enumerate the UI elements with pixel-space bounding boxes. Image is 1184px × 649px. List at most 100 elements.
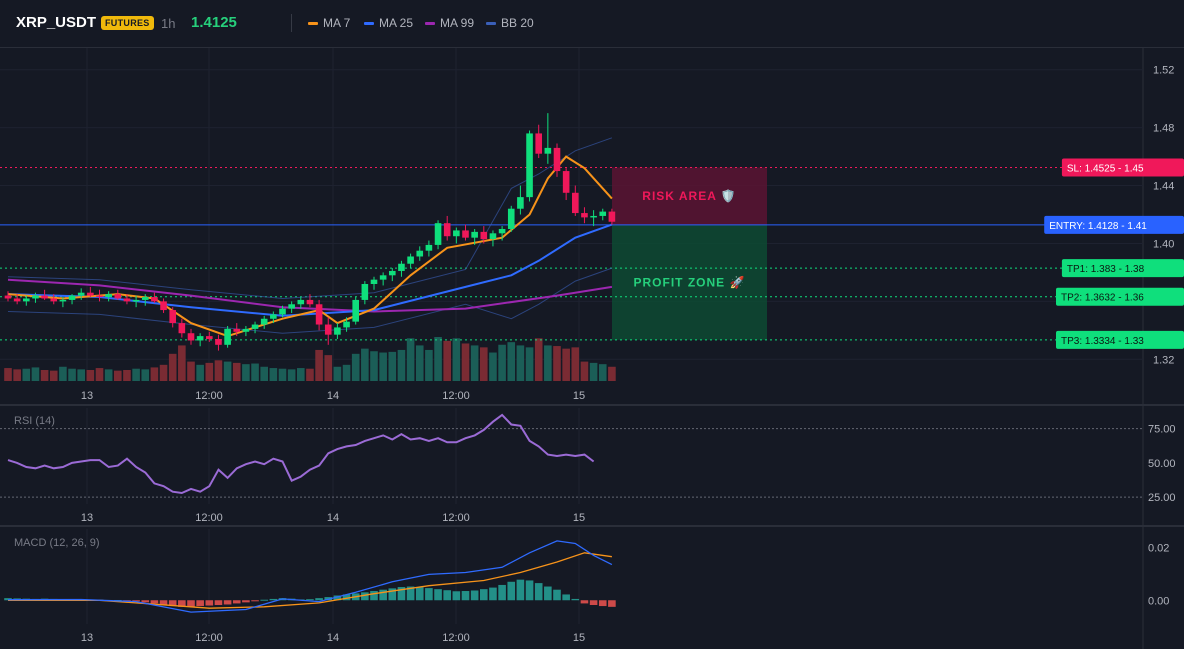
volume-bar	[77, 369, 85, 381]
bb20-swatch	[486, 21, 496, 25]
candle-bearish	[535, 133, 542, 154]
candle-bearish	[324, 324, 332, 335]
price-tick-label: 1.48	[1153, 123, 1174, 135]
candle-bullish	[498, 228, 506, 234]
legend-ma7[interactable]: MA 7	[308, 16, 350, 30]
macd-histogram-bar-positive	[269, 598, 278, 601]
volume-bar	[59, 366, 67, 381]
volume-bar	[470, 345, 479, 381]
candle-bearish	[178, 323, 186, 334]
rsi-tick-label: 50.00	[1148, 458, 1176, 470]
volume-bar	[150, 367, 159, 381]
candle-bullish	[334, 327, 341, 335]
candle-bearish	[233, 328, 241, 332]
volume-bar	[507, 342, 516, 381]
volume-bar	[196, 364, 204, 381]
bb-lower-line	[7, 267, 613, 334]
volume-bar	[123, 370, 131, 381]
legend-bb20[interactable]: BB 20	[486, 16, 534, 30]
candle-bullish	[196, 336, 204, 341]
volume-bar	[589, 362, 598, 381]
time-tick-label: 12:00	[195, 390, 223, 402]
legend-ma99[interactable]: MA 99	[425, 16, 474, 30]
candle-bearish	[480, 231, 488, 240]
candle-bearish	[4, 295, 12, 299]
timeframe-label[interactable]: 1h	[161, 16, 176, 31]
candle-bearish	[13, 298, 21, 302]
candle-bullish	[544, 147, 552, 154]
volume-bar	[361, 348, 369, 381]
ma25-swatch	[364, 21, 374, 25]
candle-bullish	[507, 208, 515, 229]
volume-bar	[379, 352, 387, 381]
volume-bar	[287, 369, 296, 381]
volume-bar	[571, 347, 580, 381]
candle-bullish	[379, 275, 387, 280]
volume-bar	[95, 368, 104, 381]
price-tick-label: 1.32	[1153, 354, 1174, 366]
candle-bullish	[343, 321, 350, 328]
price-tick-label: 1.40	[1153, 238, 1174, 250]
tp-level-tag	[1061, 259, 1184, 278]
volume-bar	[232, 362, 241, 381]
candle-bullish	[407, 256, 414, 264]
macd-histogram-bar-negative	[196, 600, 204, 607]
tp-level-tag	[1056, 330, 1184, 349]
legend-ma25[interactable]: MA 25	[364, 16, 413, 30]
volume-bar	[4, 368, 12, 381]
time-tick-label: 15	[573, 632, 585, 644]
volume-bar	[315, 349, 323, 381]
macd-histogram-bar-negative	[608, 600, 616, 607]
candle-bullish	[389, 270, 396, 276]
volume-bar	[397, 349, 406, 381]
symbol-label[interactable]: XRP_USDT	[16, 14, 97, 31]
macd-histogram-bar-positive	[553, 589, 561, 601]
candle-bearish	[553, 147, 561, 172]
time-tick-label: 12:00	[442, 512, 470, 524]
candle-bullish	[32, 295, 39, 299]
time-tick-label: 13	[81, 390, 93, 402]
candle-bearish	[123, 298, 131, 302]
macd-tick-label: 0.02	[1148, 542, 1169, 554]
candle-bullish	[279, 308, 286, 315]
time-tick-label: 15	[573, 512, 585, 524]
macd-histogram-bar-negative	[159, 600, 168, 605]
macd-histogram-bar-positive	[342, 594, 351, 601]
last-price: 1.4125	[191, 14, 237, 31]
candle-bullish	[141, 297, 149, 300]
macd-histogram-bar-negative	[141, 600, 150, 603]
volume-bar	[269, 368, 278, 381]
volume-bar	[562, 348, 570, 381]
volume-bar	[434, 337, 442, 381]
volume-bar	[425, 349, 433, 381]
ma99-line	[7, 278, 613, 313]
volume-bar	[351, 353, 360, 381]
time-tick-label: 12:00	[195, 512, 223, 524]
sl-level-tag-text: SL: 1.4525 - 1.45	[1067, 163, 1144, 174]
macd-histogram-bar-negative	[205, 600, 214, 606]
volume-bar	[205, 362, 214, 381]
macd-histogram-bar-positive	[470, 590, 479, 601]
candle-bearish	[581, 213, 588, 218]
candle-bearish	[87, 292, 94, 296]
macd-histogram-bar-negative	[598, 600, 607, 607]
header-divider	[291, 14, 292, 32]
sl-level-tag	[1061, 158, 1184, 177]
macd-histogram-bar-negative	[589, 600, 598, 605]
candle-bearish	[306, 299, 314, 305]
entry-level-tag-text: ENTRY: 1.4128 - 1.41	[1049, 221, 1147, 232]
macd-histogram-bar-negative	[242, 600, 250, 603]
macd-histogram-bar-negative	[132, 600, 140, 602]
candle-bearish	[206, 336, 213, 340]
macd-histogram-bar-positive	[333, 595, 342, 601]
macd-histogram-bar-positive	[397, 587, 406, 601]
volume-bar	[297, 368, 305, 381]
macd-histogram-bar-negative	[150, 600, 159, 604]
macd-histogram-bar-negative	[178, 600, 186, 607]
volume-bar	[452, 338, 461, 381]
macd-histogram-bar-positive	[461, 591, 470, 601]
volume-bar	[443, 340, 451, 381]
candle-bullish	[453, 230, 460, 237]
profit-zone	[612, 224, 767, 340]
